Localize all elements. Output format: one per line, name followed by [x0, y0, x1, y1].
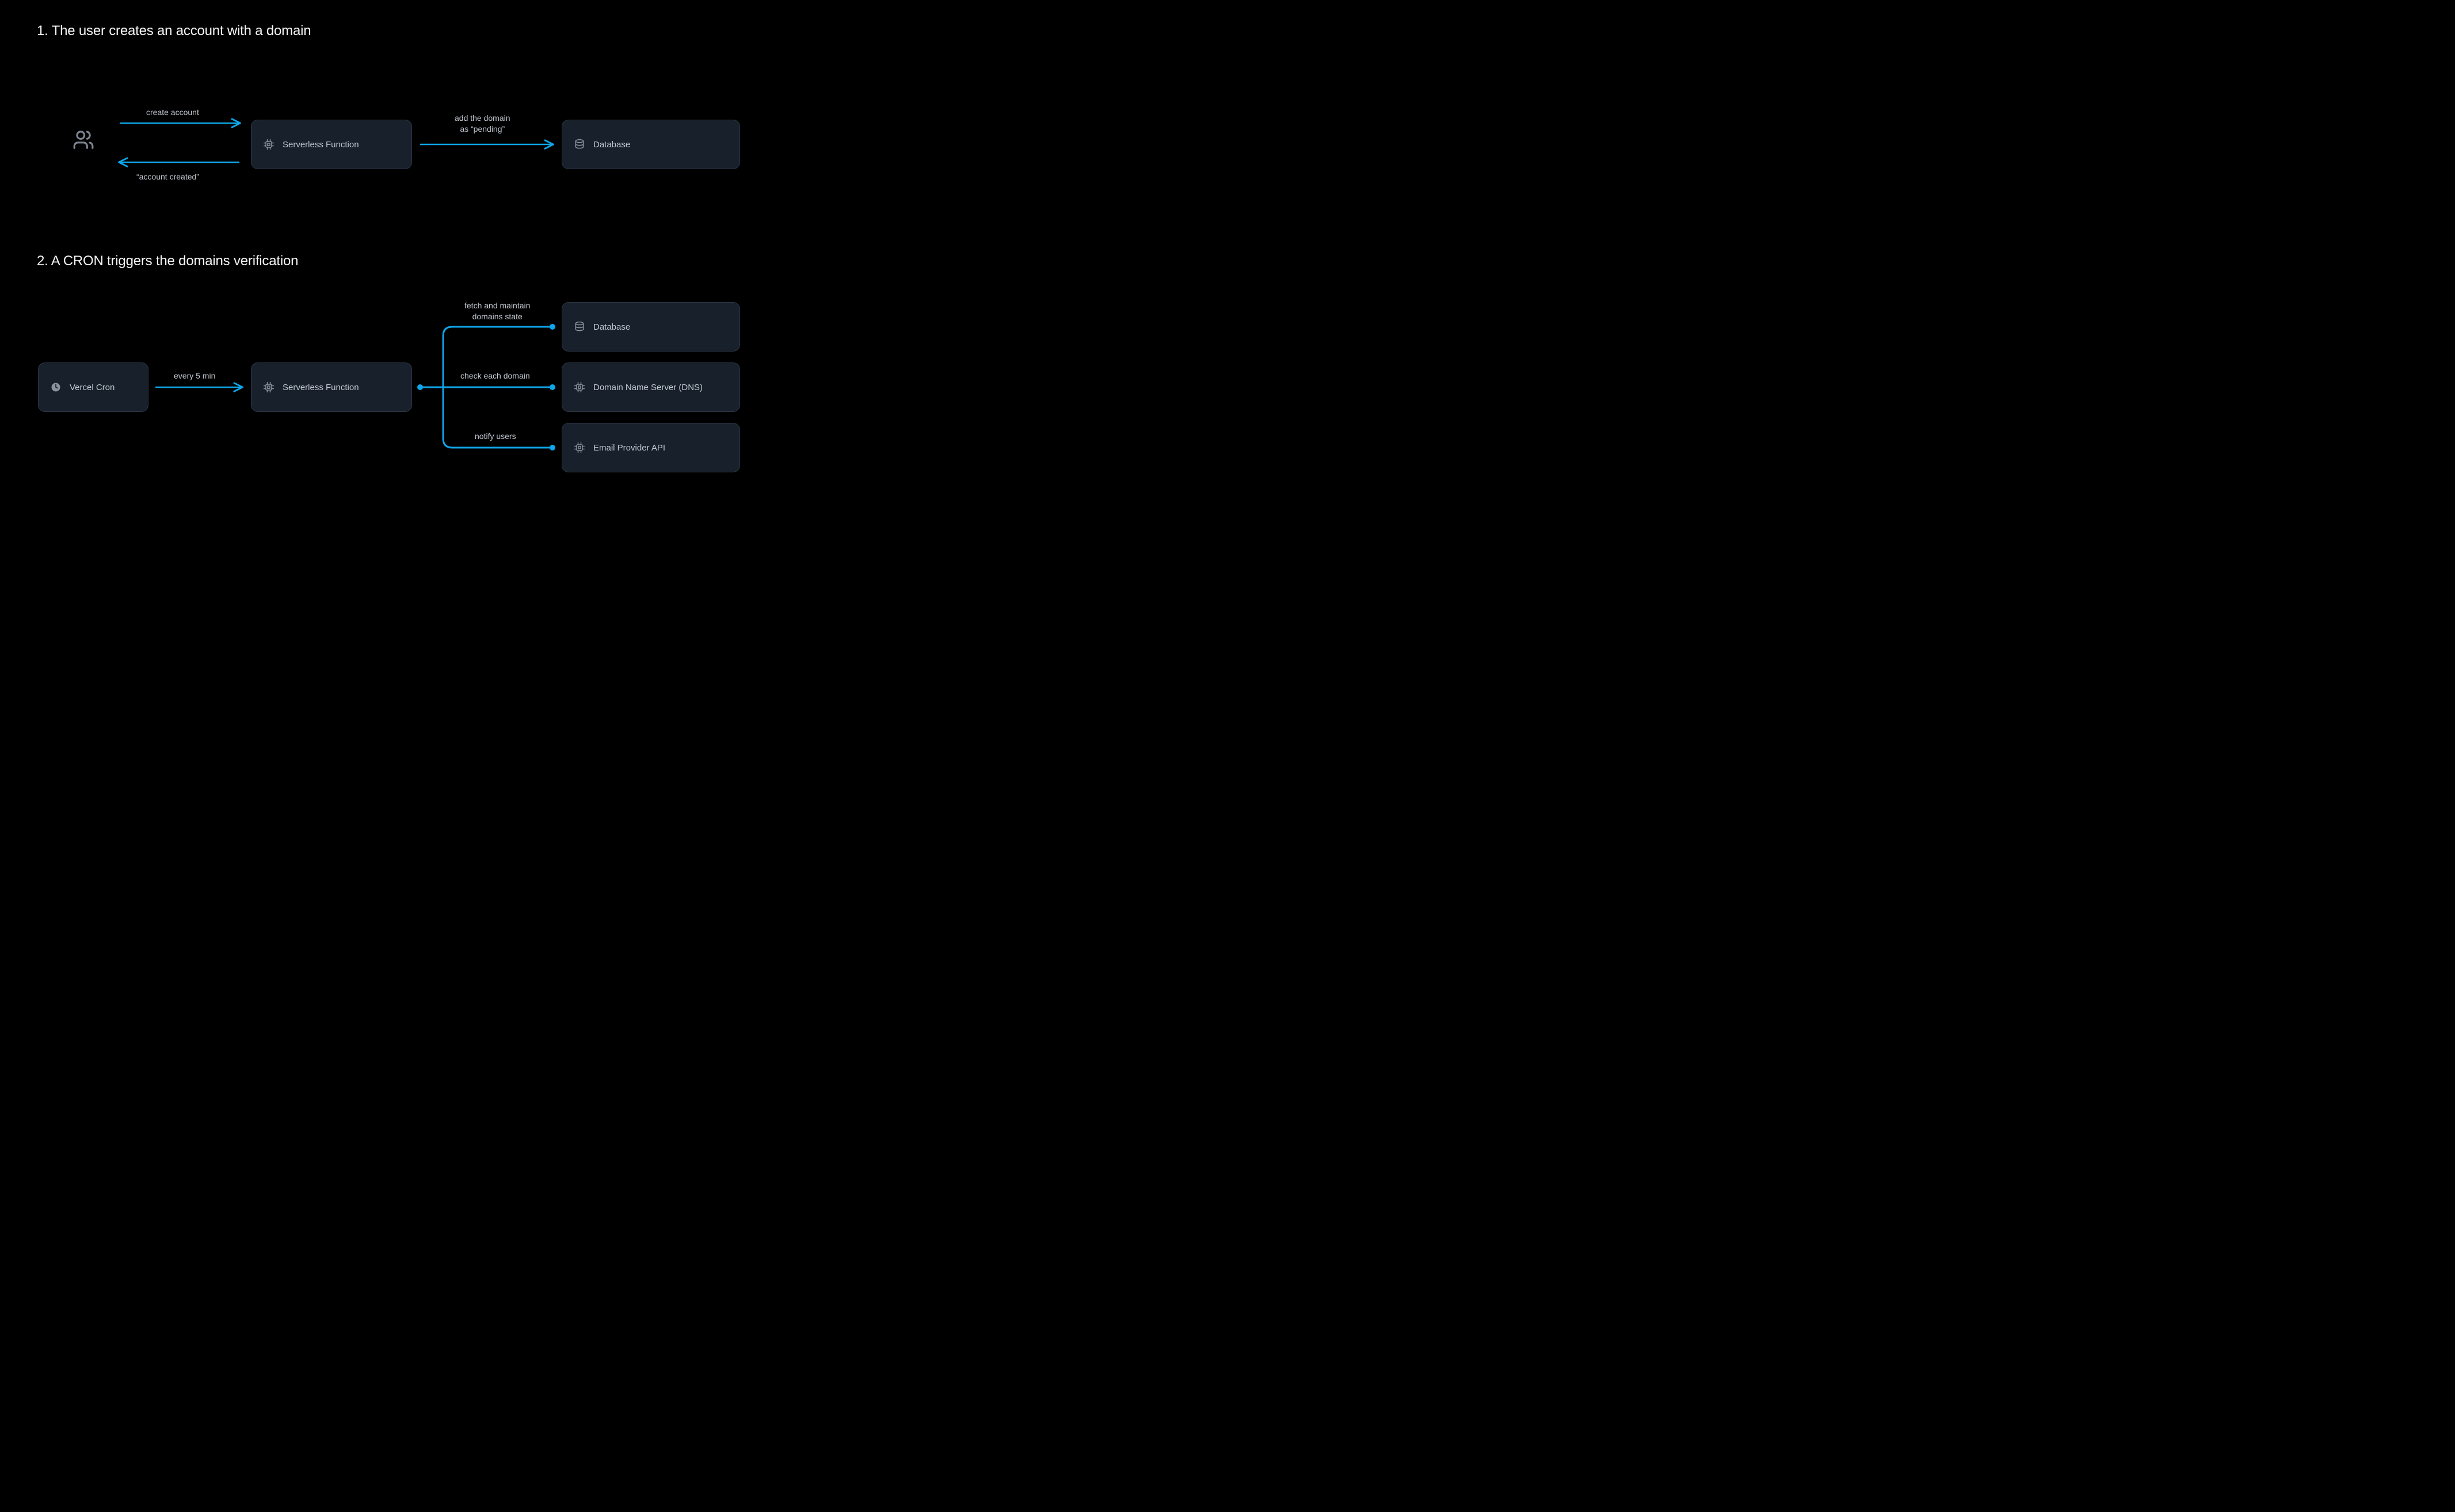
clock-icon: [50, 381, 62, 393]
node-serverless-2: Serverless Function: [251, 362, 412, 412]
edge-label-add-domain: add the domain as “pending”: [455, 113, 510, 135]
edge-label-create-account: create account: [146, 107, 199, 118]
node-label: Database: [593, 140, 630, 150]
section-1-heading: 1. The user creates an account with a do…: [37, 23, 311, 39]
chip-icon: [574, 381, 585, 393]
node-label: Vercel Cron: [70, 383, 115, 392]
node-database-2: Database: [562, 302, 740, 352]
node-email: Email Provider API: [562, 423, 740, 472]
edge-label-notify-users: notify users: [475, 431, 516, 442]
edge-label-line-2: domains state: [472, 312, 523, 321]
edge-label-account-created: “account created”: [136, 171, 199, 182]
edge-label-line-1: fetch and maintain: [464, 301, 530, 310]
edge-label-fetch-maintain: fetch and maintain domains state: [464, 300, 530, 322]
edge-label-check-domain: check each domain: [460, 371, 530, 381]
node-dns: Domain Name Server (DNS): [562, 362, 740, 412]
node-label: Serverless Function: [283, 383, 359, 392]
node-cron: Vercel Cron: [38, 362, 148, 412]
edge-label-every-5-min: every 5 min: [174, 371, 215, 381]
node-database-1: Database: [562, 120, 740, 169]
chip-icon: [263, 381, 275, 393]
chip-icon: [574, 442, 585, 453]
node-label: Email Provider API: [593, 443, 665, 453]
user-icon: [73, 129, 94, 151]
node-label: Serverless Function: [283, 140, 359, 150]
node-serverless-1: Serverless Function: [251, 120, 412, 169]
edge-label-line-2: as “pending”: [460, 124, 505, 133]
chip-icon: [263, 139, 275, 150]
database-icon: [574, 139, 585, 150]
edge-label-line-1: add the domain: [455, 113, 510, 123]
node-label: Database: [593, 322, 630, 332]
section-2-heading: 2. A CRON triggers the domains verificat…: [37, 253, 298, 269]
node-label: Domain Name Server (DNS): [593, 383, 703, 392]
database-icon: [574, 321, 585, 333]
